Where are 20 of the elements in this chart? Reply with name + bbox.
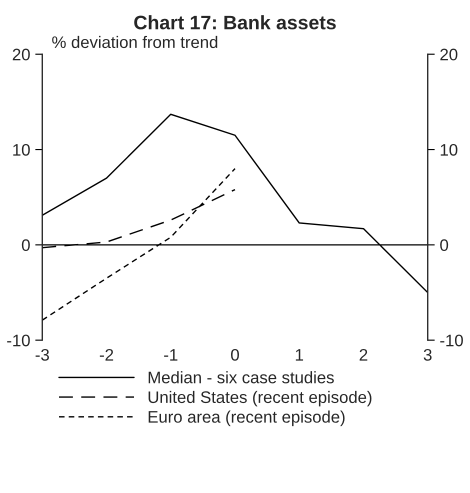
legend-label: United States (recent episode) bbox=[148, 390, 372, 406]
legend-label: Euro area (recent episode) bbox=[148, 410, 345, 426]
y-tick-label: 0 bbox=[22, 239, 30, 252]
x-tick-label: 3 bbox=[424, 348, 432, 361]
y2-tick-label: -10 bbox=[440, 334, 463, 346]
x-tick-label: 0 bbox=[231, 348, 239, 361]
chart-title: Chart 17: Bank assets bbox=[134, 15, 336, 30]
x-tick-label: -3 bbox=[36, 348, 49, 361]
y2-tick-label: 0 bbox=[440, 239, 448, 252]
x-tick-label: -1 bbox=[164, 349, 178, 361]
y2-tick-label: 20 bbox=[440, 48, 458, 60]
x-tick-label: 1 bbox=[296, 349, 304, 361]
x-tick-label: -2 bbox=[100, 348, 114, 361]
y-tick-label: 20 bbox=[12, 48, 30, 60]
y-tick-label: 10 bbox=[13, 144, 30, 156]
x-tick-label: 2 bbox=[360, 348, 368, 361]
y-tick-label: -10 bbox=[7, 334, 30, 346]
legend-label: Median - six case studies bbox=[148, 371, 334, 384]
y2-tick-label: 10 bbox=[440, 144, 458, 156]
y-axis-title: % deviation from trend bbox=[52, 36, 218, 48]
